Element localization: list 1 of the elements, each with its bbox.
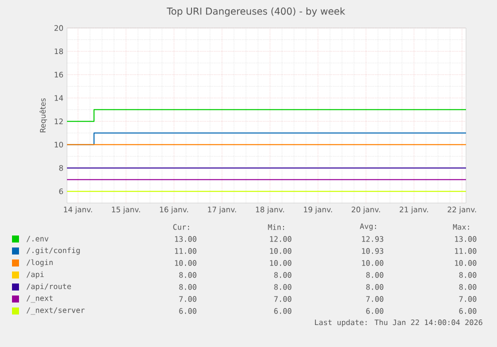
chart-title: Top URI Dangereuses (400) - by week: [166, 7, 346, 17]
